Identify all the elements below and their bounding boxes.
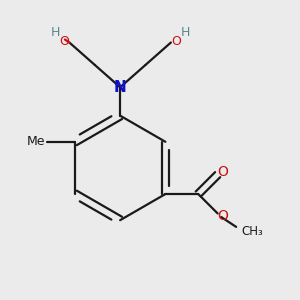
Text: CH₃: CH₃	[242, 225, 263, 238]
Text: O: O	[59, 34, 69, 47]
Text: N: N	[114, 80, 127, 95]
Text: O: O	[218, 165, 229, 179]
Text: H: H	[51, 26, 61, 38]
Text: H: H	[181, 26, 190, 39]
Text: O: O	[171, 34, 181, 47]
Text: O: O	[218, 209, 229, 223]
Text: Me: Me	[26, 135, 45, 148]
